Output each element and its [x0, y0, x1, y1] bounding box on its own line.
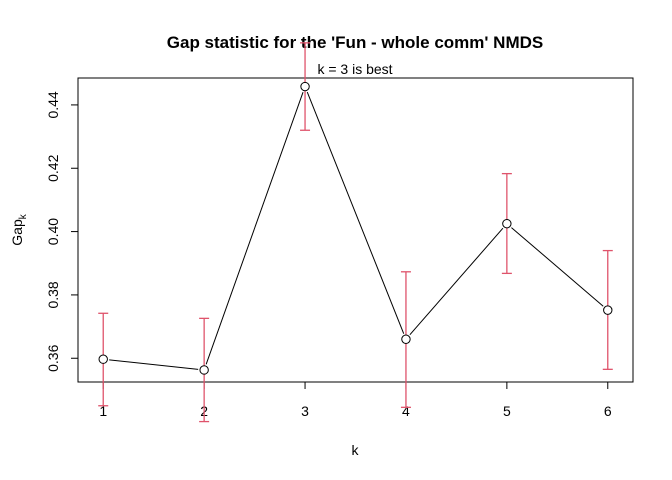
y-axis-label: Gapk — [9, 213, 29, 245]
x-tick-label: 3 — [301, 403, 309, 419]
data-point — [603, 305, 613, 315]
series-layer — [98, 42, 613, 423]
y-tick-label: 0.42 — [45, 154, 61, 181]
y-axis-label-subscript: k — [18, 213, 29, 219]
x-tick-label: 5 — [503, 403, 511, 419]
y-tick-label: 0.44 — [45, 91, 61, 118]
series-line-segment — [409, 227, 504, 336]
y-tick-label: 0.40 — [45, 218, 61, 245]
y-axis-label-main: Gap — [9, 219, 25, 246]
data-point — [401, 334, 411, 344]
series-line-segment — [205, 92, 304, 365]
x-axis-label: k — [352, 442, 360, 458]
series-line-segment — [109, 359, 199, 370]
plot-frame — [77, 77, 634, 383]
chart-title: Gap statistic for the 'Fun - whole comm'… — [167, 33, 543, 52]
series-line-segment — [306, 91, 405, 334]
chart-subtitle: k = 3 is best — [317, 61, 392, 77]
data-point — [199, 365, 209, 375]
y-tick-label: 0.36 — [45, 344, 61, 371]
x-tick-label: 4 — [402, 403, 410, 419]
data-point — [98, 354, 108, 364]
data-point — [502, 218, 512, 229]
x-tick-label: 6 — [604, 403, 612, 419]
y-tick-label: 0.38 — [45, 281, 61, 308]
data-point — [300, 81, 310, 92]
y-axis: 0.36 0.38 0.40 0.42 0.44 — [45, 91, 79, 372]
x-tick-label: 1 — [99, 403, 107, 419]
series-line-segment — [511, 227, 604, 307]
x-axis: 123456 — [99, 381, 612, 419]
